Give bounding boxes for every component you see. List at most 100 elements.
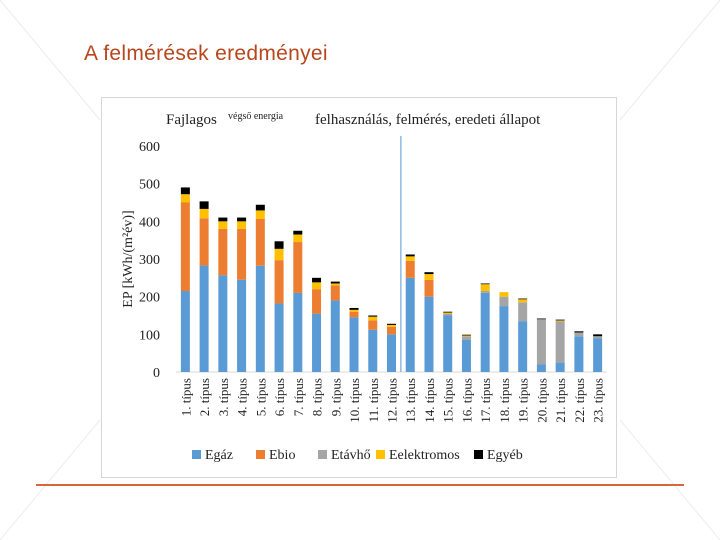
y-tick-label: 0 (153, 366, 160, 381)
bar-segment-egyéb (405, 254, 415, 257)
bar-segment-egyéb (237, 217, 247, 222)
x-tick-label: 15. típus (441, 378, 456, 423)
bar-segment-egáz (424, 296, 434, 372)
bar-segment-egyéb (443, 311, 453, 313)
bottom-rule (36, 484, 684, 486)
legend-label-etávhő: Etávhő (331, 448, 371, 463)
bar-segment-eelektromos (518, 299, 528, 303)
bar-segment-egyéb (199, 201, 209, 209)
x-tick-label: 20. típus (534, 378, 549, 423)
x-tick-label: 23. típus (591, 378, 606, 423)
x-tick-label: 21. típus (553, 378, 568, 423)
bar-segment-ebio (274, 260, 284, 304)
slide-title: A felmérések eredményei (84, 42, 328, 65)
chart-title-overlay: végső energia (228, 111, 284, 122)
bar-segment-egyéb (330, 281, 340, 284)
bar-segment-ebio (255, 218, 265, 266)
chart-title-part2: felhasználás, felmérés, eredeti állapot (315, 112, 541, 128)
bar-segment-egyéb (518, 298, 528, 300)
bar-segment-ebio (218, 228, 228, 276)
bar-segment-eelektromos (274, 248, 284, 261)
bar-segment-eelektromos (424, 274, 434, 280)
bar-segment-egáz (312, 313, 322, 372)
bar-segment-egyéb (387, 323, 396, 325)
bar-segment-egáz (518, 321, 528, 372)
bar-segment-egáz (330, 300, 340, 372)
bar-segment-eelektromos (293, 234, 303, 243)
bar-segment-egyéb (255, 204, 265, 211)
y-axis-label: EP [kWh/(m²év)] (121, 210, 136, 307)
bar-segment-ebio (405, 260, 415, 278)
legend-swatch-ebio (256, 450, 265, 459)
x-tick-label: 6. típus (272, 378, 287, 416)
legend-label-egáz: Egáz (205, 448, 233, 463)
bar-segment-eelektromos (555, 320, 565, 322)
legend-swatch-egyéb (474, 450, 483, 459)
bar-segment-eelektromos (499, 292, 509, 297)
bar-segment-egyéb (274, 241, 284, 249)
bar-segment-egáz (255, 265, 265, 372)
bar-segment-etávhő (574, 332, 584, 337)
bar-segment-ebio (368, 320, 378, 330)
bar-segment-eelektromos (405, 256, 415, 261)
bar-segment-etávhő (461, 336, 471, 340)
bar-segment-egyéb (312, 277, 322, 283)
bar-segment-etávhő (499, 296, 509, 307)
bar-segment-egyéb (218, 217, 228, 222)
bar-segment-egyéb (536, 318, 546, 320)
x-tick-label: 13. típus (403, 378, 418, 423)
bar-segment-eelektromos (199, 208, 209, 219)
bar-segment-egáz (480, 292, 490, 372)
bar-segment-etávhő (555, 321, 565, 363)
legend-swatch-etávhő (318, 450, 327, 459)
bar-segment-egyéb (180, 187, 190, 195)
x-tick-label: 9. típus (328, 378, 343, 416)
x-tick-label: 17. típus (478, 378, 493, 423)
bar-segment-egáz (293, 292, 303, 372)
legend-swatch-egáz (192, 450, 201, 459)
bar-segment-ebio (199, 218, 209, 266)
legend-swatch-eelektromos (376, 450, 385, 459)
bar-segment-egáz (461, 339, 471, 372)
x-tick-label: 8. típus (310, 378, 325, 416)
bar-segment-egyéb (480, 283, 490, 285)
bar-segment-egáz (274, 303, 284, 372)
bar-segment-etávhő (536, 319, 546, 365)
legend-label-egyéb: Egyéb (487, 448, 523, 463)
bar-segment-egáz (443, 315, 453, 372)
bar-segment-etávhő (593, 336, 603, 339)
bar-segment-egáz (237, 279, 247, 372)
x-tick-label: 7. típus (291, 378, 306, 416)
bar-segment-ebio (330, 285, 340, 301)
bar-segment-egáz (574, 336, 584, 372)
bar-segment-egáz (593, 338, 603, 372)
chart-frame: Fajlagos végső energia felhasználás, felmé… (101, 97, 617, 478)
x-tick-label: 19. típus (516, 378, 531, 423)
bar-segment-etávhő (443, 313, 453, 316)
bar-segment-eelektromos (180, 194, 190, 203)
bar-segment-egyéb (349, 307, 359, 310)
x-tick-label: 14. típus (422, 378, 437, 423)
bar-segment-egáz (218, 275, 228, 372)
bar-segment-etávhő (518, 302, 528, 322)
bar-segment-eelektromos (480, 284, 490, 292)
y-tick-label: 300 (139, 253, 160, 268)
bar-segment-egyéb (593, 334, 603, 337)
bar-segment-ebio (312, 289, 322, 314)
bar-segment-egyéb (368, 315, 378, 317)
x-tick-label: 18. típus (497, 378, 512, 423)
bar-segment-etávhő (480, 291, 490, 293)
bar-segment-eelektromos (255, 210, 265, 219)
x-tick-label: 10. típus (347, 378, 362, 423)
bar-segment-eelektromos (218, 221, 228, 229)
bar-segment-egáz (349, 317, 359, 372)
bar-segment-eelektromos (443, 312, 453, 314)
bar-segment-eelektromos (368, 316, 378, 321)
x-tick-label: 3. típus (216, 378, 231, 416)
x-tick-label: 5. típus (253, 378, 268, 416)
bar-segment-ebio (180, 202, 190, 292)
stacked-bar-chart: Fajlagos végső energia felhasználás, felmé… (121, 111, 607, 463)
bar-segment-egyéb (424, 272, 434, 275)
bar-segment-egáz (536, 364, 546, 372)
